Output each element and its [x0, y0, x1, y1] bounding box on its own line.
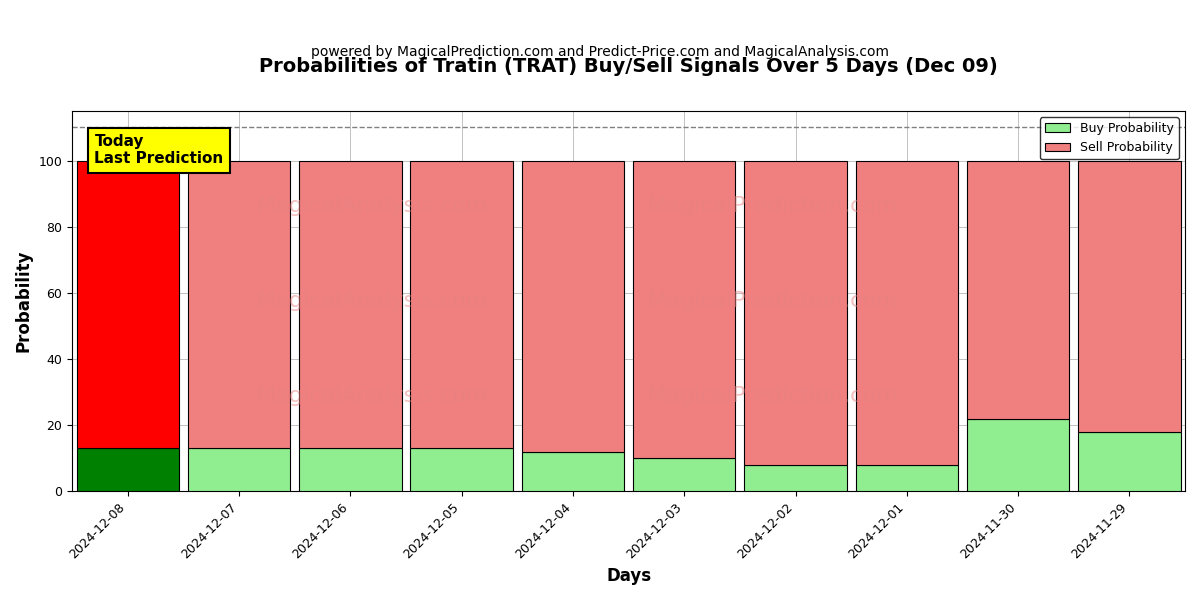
- Bar: [744, 465, 847, 491]
- Text: MagicalPrediction.com: MagicalPrediction.com: [648, 196, 899, 216]
- Bar: [77, 448, 179, 491]
- Text: MagicalPrediction.com: MagicalPrediction.com: [648, 386, 899, 406]
- X-axis label: Days: Days: [606, 567, 652, 585]
- Bar: [967, 161, 1069, 419]
- Bar: [522, 452, 624, 491]
- Bar: [744, 161, 847, 465]
- Bar: [967, 419, 1069, 491]
- Bar: [634, 458, 736, 491]
- Y-axis label: Probability: Probability: [16, 250, 34, 352]
- Text: Today
Last Prediction: Today Last Prediction: [95, 134, 223, 166]
- Bar: [77, 161, 179, 448]
- Bar: [856, 161, 958, 465]
- Text: MagicalAnalysis.com: MagicalAnalysis.com: [257, 291, 488, 311]
- Text: MagicalAnalysis.com: MagicalAnalysis.com: [257, 196, 488, 216]
- Bar: [188, 448, 290, 491]
- Bar: [1078, 432, 1181, 491]
- Bar: [299, 161, 402, 448]
- Title: Probabilities of Tratin (TRAT) Buy/Sell Signals Over 5 Days (Dec 09): Probabilities of Tratin (TRAT) Buy/Sell …: [259, 57, 998, 76]
- Text: powered by MagicalPrediction.com and Predict-Price.com and MagicalAnalysis.com: powered by MagicalPrediction.com and Pre…: [311, 45, 889, 59]
- Bar: [299, 448, 402, 491]
- Bar: [410, 161, 512, 448]
- Bar: [1078, 161, 1181, 432]
- Bar: [522, 161, 624, 452]
- Bar: [634, 161, 736, 458]
- Bar: [410, 448, 512, 491]
- Text: MagicalAnalysis.com: MagicalAnalysis.com: [257, 386, 488, 406]
- Text: MagicalPrediction.com: MagicalPrediction.com: [648, 291, 899, 311]
- Bar: [188, 161, 290, 448]
- Legend: Buy Probability, Sell Probability: Buy Probability, Sell Probability: [1040, 117, 1178, 160]
- Bar: [856, 465, 958, 491]
